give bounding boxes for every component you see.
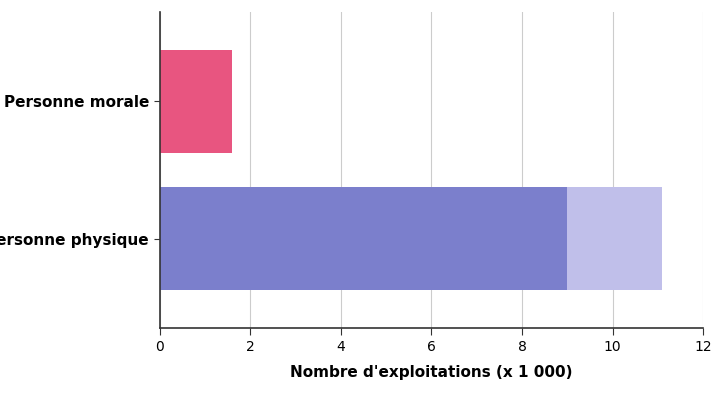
Bar (160, 187, 567, 290)
Bar (160, 50, 232, 153)
X-axis label: Nombre d'exploitations (x 1 000): Nombre d'exploitations (x 1 000) (290, 365, 573, 380)
Bar (567, 187, 663, 290)
